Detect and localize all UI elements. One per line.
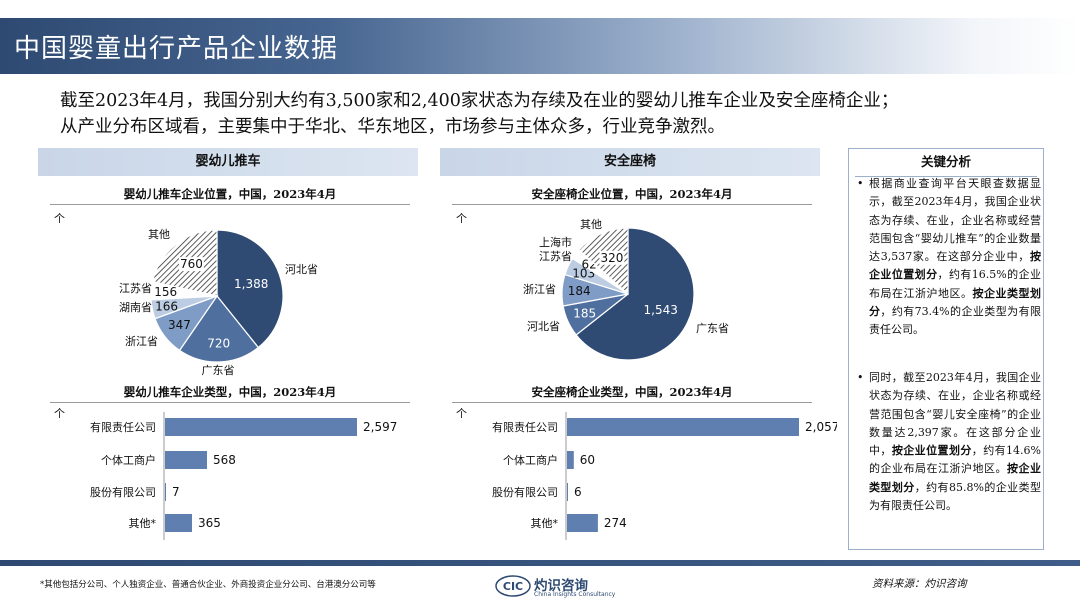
- seat-type-unit: 个: [456, 407, 467, 420]
- key-analysis-heading: 关键分析: [920, 154, 971, 169]
- pie-slice-0: [575, 227, 695, 361]
- key-analysis-text: ，约有85.8%的企业类型为有限责任公司。: [869, 480, 1041, 513]
- key-analysis-text: ，约有14.6%的企业布局在江浙沪地区。: [869, 444, 1042, 476]
- bar-value-label: 365: [198, 516, 221, 530]
- bullet-marker: •: [857, 371, 864, 384]
- bar-category-label: 股份有限公司: [90, 485, 156, 499]
- pie-slice-0: [216, 229, 284, 349]
- seat-banner: 安全座椅: [440, 148, 820, 176]
- bar-0: [165, 418, 357, 436]
- stroller-location-rule: [50, 204, 410, 205]
- pie-value-label: 184: [568, 284, 591, 298]
- pie-slice-1: [178, 294, 260, 363]
- bar-value-label: 60: [580, 453, 595, 467]
- pie-category-label: 其他: [580, 218, 602, 231]
- key-analysis-emphasis: 按企业位置划分: [891, 444, 972, 458]
- bar-2: [567, 483, 568, 501]
- pie-value-bg: [178, 257, 204, 272]
- bar-category-label: 有限责任公司: [90, 420, 156, 434]
- pie-value-label: 347: [168, 318, 191, 332]
- pie-category-label: 河北省: [527, 320, 560, 333]
- source-note: 资料来源：灼识咨询: [872, 578, 967, 590]
- footnote: *其他包括分公司、个人独资企业、普通合伙企业、外商投资企业分公司、台港澳分公司等: [40, 580, 376, 590]
- pie-category-label: 浙江省: [125, 335, 158, 348]
- page-title: 中国婴童出行产品企业数据: [14, 34, 339, 64]
- bar-2: [165, 483, 166, 501]
- bar-value-label: 6: [574, 485, 582, 499]
- bar-category-label: 有限责任公司: [492, 420, 558, 434]
- key-analysis-rule: [855, 176, 1037, 177]
- cic-logo-mark: CIC: [503, 580, 523, 593]
- pie-category-label: 江苏省: [119, 282, 152, 295]
- seat-type-rule: [452, 402, 812, 403]
- intro-line-1: 截至2023年4月，我国分别大约有3,500家和2,400家状态为存续及在业的婴…: [60, 91, 899, 111]
- key-analysis-text: ，约有73.4%的企业类型为有限责任公司。: [869, 305, 1041, 337]
- bar-category-label: 个体工商户: [101, 453, 156, 467]
- bar-3: [567, 514, 598, 532]
- seat-location-rule: [452, 204, 812, 205]
- bar-3: [165, 514, 192, 532]
- stroller-location-unit: 个: [54, 212, 65, 225]
- seat-type-bar-chart: 有限责任公司 2,057 个体工商户 60 股份有限公司 6 其他* 274: [492, 412, 837, 540]
- bar-category-label: 个体工商户: [503, 453, 558, 467]
- stroller-location-title: 婴幼儿推车企业位置，中国，2023年4月: [123, 187, 337, 201]
- stroller-type-rule: [50, 402, 410, 403]
- key-analysis-item: • 同时，截至2023年4月，我国企业状态为存续、在业，企业名称或经营范围包含“婴…: [855, 369, 1041, 515]
- bar-value-label: 274: [604, 516, 627, 530]
- pie-value-label: 720: [207, 337, 230, 351]
- stroller-type-bar-chart: 有限责任公司 2,597 个体工商户 568 股份有限公司 7 其他* 365: [90, 412, 397, 540]
- stroller-type-unit: 个: [54, 407, 65, 420]
- cic-logo: CIC 灼识咨询 China Insights Consultancy: [494, 574, 624, 600]
- key-analysis-text: 根据商业查询平台天眼查数据显示，截至2023年4月，我国企业状态为存续、在业，企…: [869, 177, 1041, 264]
- logo-name: 灼识咨询: [534, 578, 588, 594]
- bar-value-label: 568: [213, 453, 236, 467]
- pie-category-label: 江苏省: [539, 250, 572, 263]
- seat-location-unit: 个: [456, 212, 467, 225]
- pie-value-bg: [599, 250, 625, 265]
- stroller-banner: 婴幼儿推车: [38, 148, 418, 176]
- stroller-type-title: 婴幼儿推车企业类型，中国，2023年4月: [123, 385, 337, 399]
- pie-value-label: 760: [180, 257, 203, 271]
- key-analysis-item: • 根据商业查询平台天眼查数据显示，截至2023年4月，我国企业状态为存续、在业，…: [855, 175, 1041, 340]
- footer-rule: [0, 560, 1080, 566]
- key-analysis-emphasis: 按企业类型划分: [869, 286, 1041, 319]
- pie-category-label: 广东省: [202, 364, 235, 377]
- pie-category-label: 上海市: [539, 235, 572, 249]
- bar-1: [165, 451, 207, 469]
- pie-category-label: 其他: [148, 228, 170, 241]
- pie-value-label: 156: [154, 285, 177, 299]
- pie-value-label: 1,388: [234, 277, 268, 291]
- cic-logo-icon: CIC: [495, 575, 531, 597]
- bar-value-label: 2,057: [805, 420, 837, 434]
- pie-category-label: 河北省: [285, 263, 318, 276]
- key-analysis-emphasis: 按企业类型划分: [869, 462, 1041, 494]
- pie-category-label: 湖南省: [119, 301, 152, 314]
- seat-type-title: 安全座椅企业类型，中国，2023年4月: [531, 385, 733, 399]
- bar-1: [567, 451, 574, 469]
- key-analysis-text: 同时，截至2023年4月，我国企业状态为存续、在业，企业名称或经营范围包含“婴儿…: [869, 371, 1041, 458]
- bar-category-label: 股份有限公司: [492, 485, 558, 499]
- bar-value-label: 2,597: [363, 420, 397, 434]
- pie-value-label: 1,543: [644, 303, 678, 317]
- key-analysis-panel: 关键分析 • 根据商业查询平台天眼查数据显示，截至2023年4月，我国企业状态为存…: [848, 148, 1044, 550]
- pie-value-label: 320: [600, 251, 623, 265]
- key-analysis-emphasis: 按企业位置划分: [869, 250, 1041, 282]
- bar-category-label: 其他*: [531, 517, 559, 530]
- pie-category-label: 广东省: [696, 322, 729, 335]
- bar-category-label: 其他*: [129, 517, 157, 530]
- pie-value-label: 166: [155, 299, 178, 313]
- seat-location-title: 安全座椅企业位置，中国，2023年4月: [531, 187, 733, 201]
- bullet-marker: •: [857, 177, 864, 190]
- pie-category-label: 浙江省: [523, 283, 556, 296]
- pie-value-label: 185: [573, 307, 596, 321]
- bar-value-label: 7: [172, 485, 180, 499]
- title-bar: 中国婴童出行产品企业数据: [0, 18, 1080, 74]
- key-analysis-text: ，约有16.5%的企业布局在江浙沪地区。: [869, 268, 1041, 300]
- intro-text: 截至2023年4月，我国分别大约有3,500家和2,400家状态为存续及在业的婴…: [60, 88, 898, 140]
- intro-line-2: 从产业分布区域看，主要集中于华北、华东地区，市场参与主体众多，行业竞争激烈。: [60, 117, 725, 137]
- logo-subtitle: China Insights Consultancy: [534, 591, 616, 598]
- bar-0: [567, 418, 799, 436]
